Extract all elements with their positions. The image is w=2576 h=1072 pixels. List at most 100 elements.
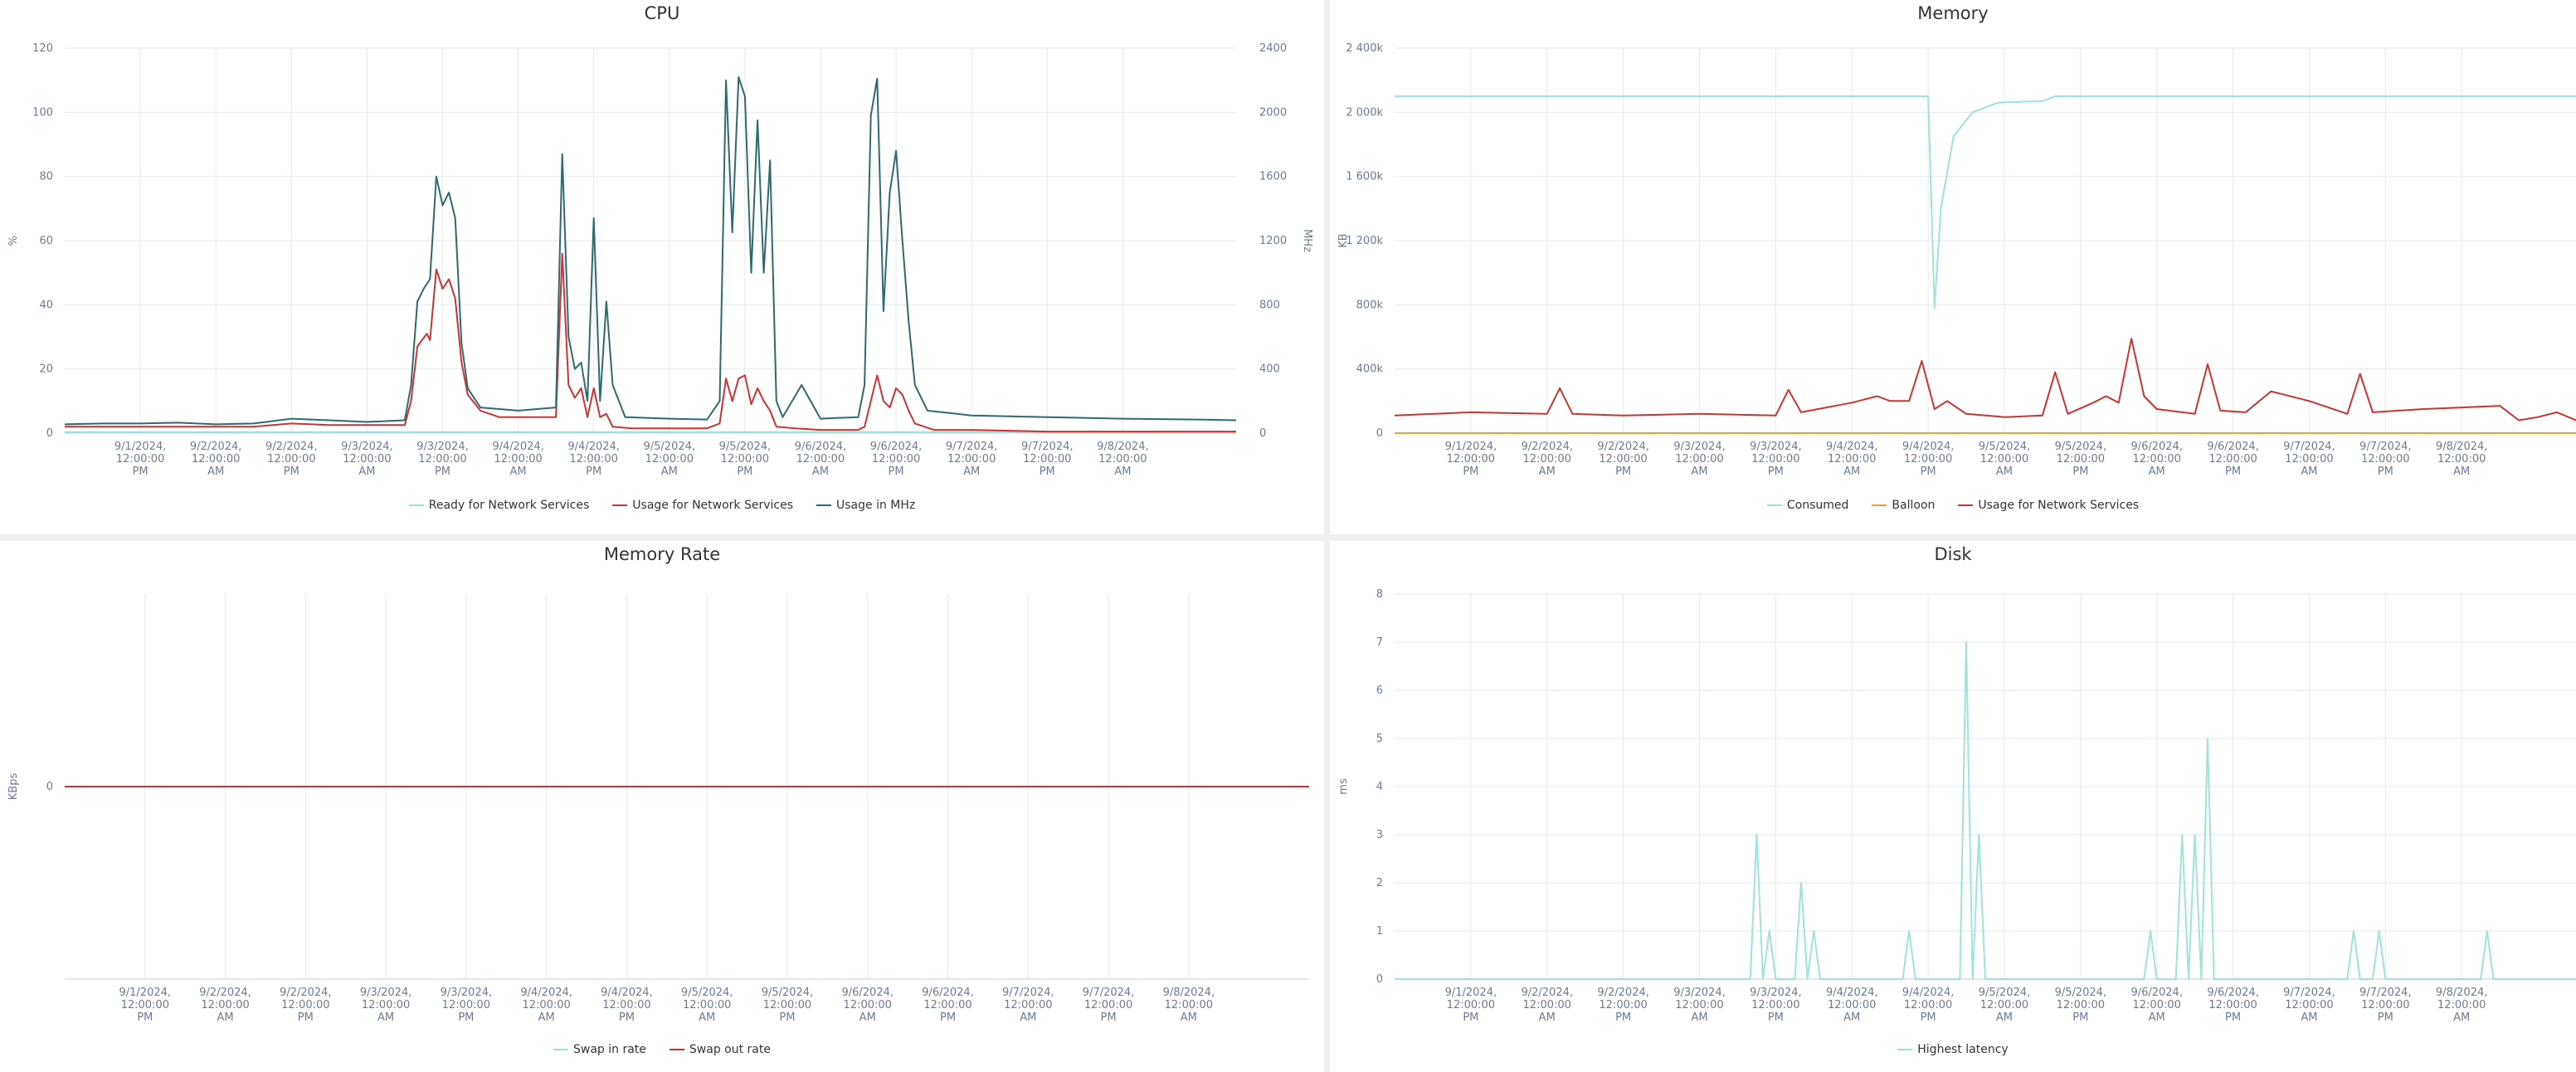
legend-item[interactable]: Ready for Network Services: [408, 499, 590, 512]
x-tick-label: 9/6/2024, 12:00:00 PM: [870, 441, 923, 478]
y-right-tick-label: 0: [1259, 427, 1266, 440]
x-tick-label: 9/7/2024, 12:00:00 AM: [1002, 987, 1054, 1024]
legend-label: Highest latency: [1917, 1043, 2009, 1056]
x-tick-label: 9/2/2024, 12:00:00 AM: [190, 441, 242, 478]
y-tick-label: 800k: [1356, 299, 1384, 311]
legend-swatch: [1958, 504, 1974, 506]
chart-legend: Ready for Network Services Usage for Netw…: [0, 499, 1324, 512]
series-line: [1395, 95, 2576, 309]
memory-rate-chart-plot: 0 9/1/2024, 12:00:00 PM 9/2/2024, 12:00:00 AM 9…: [7, 594, 1309, 1024]
x-tick-label: 9/5/2024, 12:00:00 PM: [2055, 987, 2107, 1024]
x-tick-label: 9/3/2024, 12:00:00 AM: [341, 441, 393, 478]
x-tick-label: 9/4/2024, 12:00:00 PM: [567, 441, 620, 478]
legend-item[interactable]: Swap out rate: [669, 1043, 771, 1056]
x-tick-label: 9/6/2024, 12:00:00 AM: [2130, 987, 2183, 1024]
y-tick-label: 1 200k: [1346, 235, 1383, 247]
y-axis-title: KB: [1337, 233, 1350, 247]
chart-legend: Consumed Balloon Usage for Network Service…: [1330, 499, 2576, 512]
y-tick-label: 5: [1376, 733, 1383, 745]
x-tick-label: 9/2/2024, 12:00:00 PM: [265, 441, 318, 478]
y-right-tick-label: 1200: [1259, 235, 1287, 247]
y-tick-label: 3: [1376, 829, 1383, 841]
x-tick-label: 9/8/2024, 12:00:00 AM: [1163, 987, 1215, 1024]
series-line: [64, 76, 1237, 426]
x-tick-label: 9/6/2024, 12:00:00 PM: [2207, 987, 2259, 1024]
y-tick-label: 1 600k: [1346, 171, 1383, 183]
legend-item[interactable]: Balloon: [1872, 499, 1935, 512]
x-tick-label: 9/4/2024, 12:00:00 PM: [1902, 987, 1955, 1024]
y-tick-label: 40: [39, 299, 53, 311]
y-tick-label: 20: [39, 363, 53, 376]
x-tick-label: 9/5/2024, 12:00:00 PM: [2055, 441, 2107, 478]
x-tick-label: 9/3/2024, 12:00:00 AM: [1673, 987, 1726, 1024]
legend-swatch: [408, 504, 424, 506]
x-tick-label: 9/3/2024, 12:00:00 AM: [360, 987, 412, 1024]
x-tick-label: 9/3/2024, 12:00:00 PM: [1750, 987, 1802, 1024]
x-tick-label: 9/2/2024, 12:00:00 AM: [199, 987, 251, 1024]
y-right-tick-label: 800: [1259, 299, 1280, 311]
series-line: [1395, 641, 2576, 980]
legend-swatch: [1766, 504, 1782, 506]
x-tick-label: 9/5/2024, 12:00:00 PM: [719, 441, 772, 478]
legend-label: Usage in MHz: [836, 499, 916, 512]
legend-item[interactable]: Highest latency: [1897, 1043, 2009, 1056]
y-tick-label: 0: [46, 427, 53, 440]
x-tick-label: 9/5/2024, 12:00:00 AM: [1979, 441, 2031, 478]
x-tick-label: 9/3/2024, 12:00:00 PM: [441, 987, 493, 1024]
legend-label: Ready for Network Services: [428, 499, 590, 512]
series-line: [1394, 337, 2576, 421]
y-tick-label: 4: [1376, 781, 1383, 793]
y-axis-title: %: [7, 236, 20, 246]
y-axis-title: ms: [1337, 778, 1350, 795]
chart-legend: Swap in rate Swap out rate: [0, 1043, 1324, 1056]
x-tick-label: 9/6/2024, 12:00:00 PM: [2207, 441, 2259, 478]
x-tick-label: 9/1/2024, 12:00:00 PM: [114, 441, 167, 478]
x-tick-label: 9/7/2024, 12:00:00 AM: [2283, 441, 2335, 478]
y-tick-label: 120: [32, 42, 53, 55]
x-tick-label: 9/4/2024, 12:00:00 PM: [1902, 441, 1955, 478]
x-tick-label: 9/7/2024, 12:00:00 PM: [2359, 441, 2412, 478]
x-tick-label: 9/3/2024, 12:00:00 PM: [1750, 441, 1802, 478]
x-tick-label: 9/6/2024, 12:00:00 AM: [2130, 441, 2183, 478]
x-tick-label: 9/7/2024, 12:00:00 PM: [1021, 441, 1074, 478]
legend-label: Usage for Network Services: [1978, 499, 2140, 512]
legend-item[interactable]: Usage for Network Services: [1958, 499, 2139, 512]
legend-item[interactable]: Consumed: [1766, 499, 1849, 512]
x-tick-label: 9/7/2024, 12:00:00 PM: [1083, 987, 1135, 1024]
legend-item[interactable]: Swap in rate: [553, 1043, 646, 1056]
y-tick-label: 7: [1376, 636, 1383, 649]
x-tick-label: 9/6/2024, 12:00:00 AM: [795, 441, 847, 478]
legend-swatch: [816, 504, 832, 506]
y-tick-label: 2 400k: [1346, 42, 1383, 55]
x-tick-label: 9/4/2024, 12:00:00 AM: [520, 987, 572, 1024]
x-tick-label: 9/6/2024, 12:00:00 AM: [841, 987, 894, 1024]
chart-title: Disk: [1934, 544, 1972, 564]
legend-label: Swap in rate: [573, 1043, 646, 1056]
x-tick-label: 9/7/2024, 12:00:00 AM: [946, 441, 998, 478]
y-right-tick-label: 2400: [1259, 42, 1287, 55]
x-tick-label: 9/8/2024, 12:00:00 AM: [2436, 987, 2488, 1024]
legend-label: Consumed: [1786, 499, 1849, 512]
chart-title: Memory: [1917, 3, 1989, 23]
x-tick-label: 9/2/2024, 12:00:00 PM: [1597, 441, 1649, 478]
chart-title: Memory Rate: [603, 544, 721, 564]
y-right-tick-label: 1600: [1259, 171, 1287, 183]
legend-swatch: [1897, 1049, 1913, 1050]
y-tick-label: 400k: [1356, 363, 1384, 376]
x-tick-label: 9/7/2024, 12:00:00 AM: [2283, 987, 2335, 1024]
legend-item[interactable]: Usage in MHz: [816, 499, 915, 512]
x-tick-label: 9/4/2024, 12:00:00 AM: [1826, 987, 1878, 1024]
x-tick-label: 9/5/2024, 12:00:00 AM: [1979, 987, 2031, 1024]
y-tick-label: 1: [1376, 925, 1383, 938]
x-tick-label: 9/7/2024, 12:00:00 PM: [2359, 987, 2412, 1024]
y-axis-title: KBps: [7, 773, 20, 801]
legend-swatch: [669, 1049, 684, 1050]
x-tick-label: 9/2/2024, 12:00:00 AM: [1521, 441, 1573, 478]
y-tick-label: 0: [1376, 427, 1383, 440]
legend-swatch: [1872, 504, 1887, 506]
x-tick-label: 9/1/2024, 12:00:00 PM: [1445, 987, 1497, 1024]
y-tick-label: 80: [39, 171, 53, 183]
legend-label: Swap out rate: [689, 1043, 771, 1056]
x-tick-label: 9/2/2024, 12:00:00 PM: [280, 987, 332, 1024]
legend-item[interactable]: Usage for Network Services: [612, 499, 793, 512]
